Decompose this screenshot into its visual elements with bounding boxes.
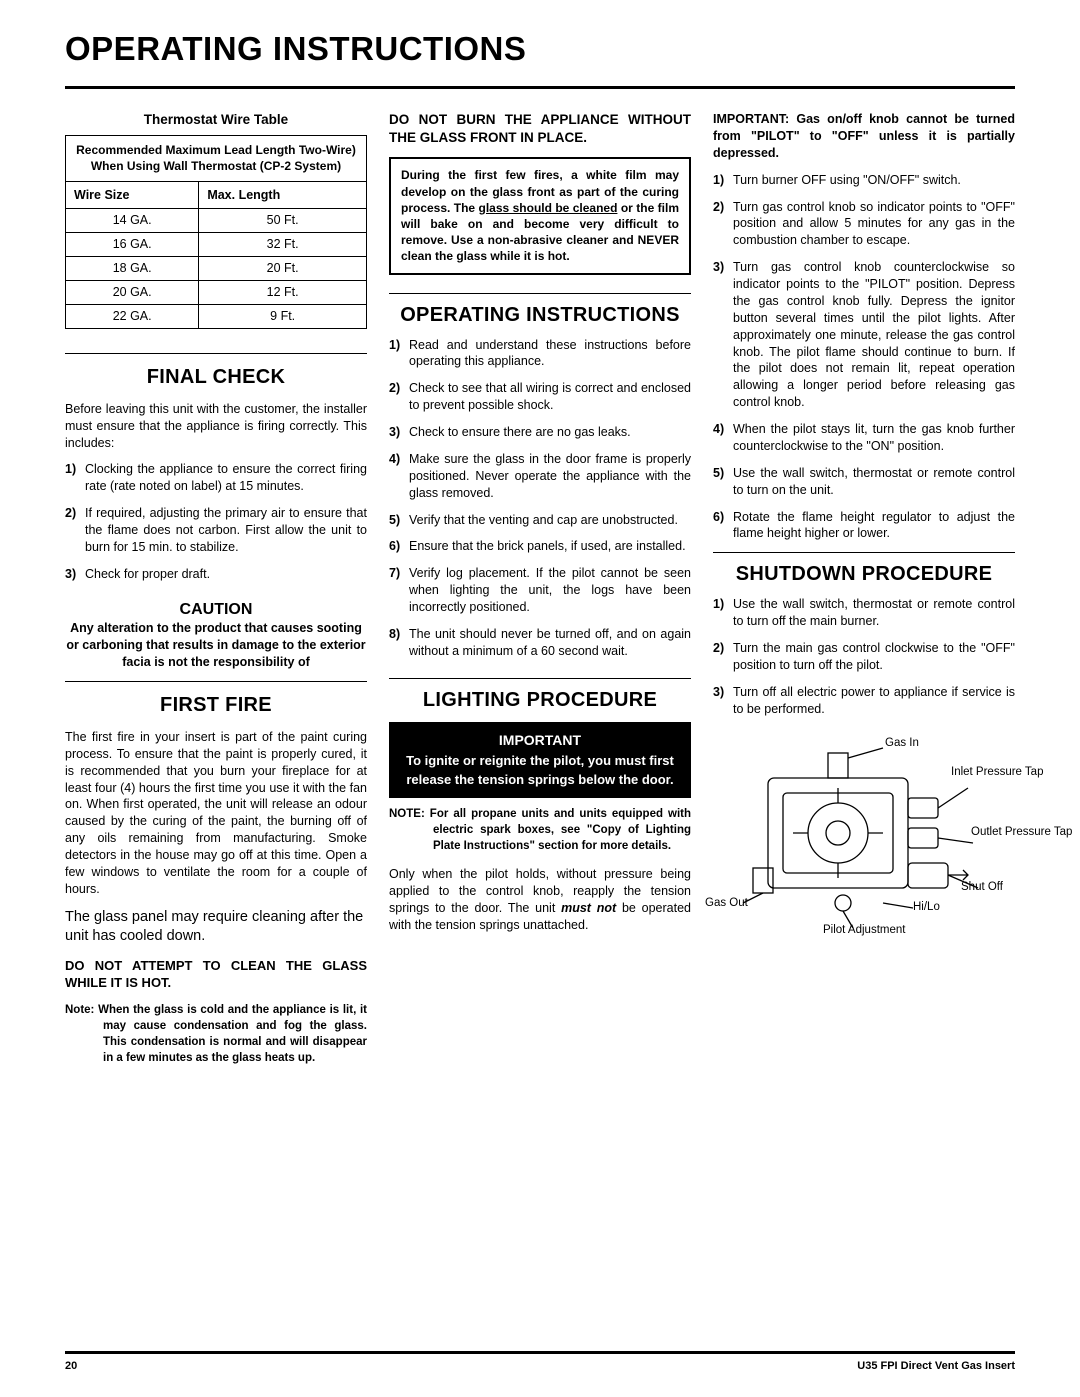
propane-note: NOTE: For all propane units and units eq…	[389, 806, 691, 854]
column-3: IMPORTANT: Gas on/off knob cannot be tur…	[713, 111, 1015, 1066]
lbl-inlet: Inlet Pressure Tap	[951, 766, 1043, 779]
valve-diagram: Gas In Inlet Pressure Tap Outlet Pressur…	[713, 728, 1015, 948]
final-check-heading: FINAL CHECK	[65, 364, 367, 391]
final-check-list: 1)Clocking the appliance to ensure the c…	[65, 461, 367, 582]
wire-col-2: Max. Length	[199, 181, 367, 209]
operating-list: 1)Read and understand these instructions…	[389, 337, 691, 660]
wire-table-caption: Thermostat Wire Table	[65, 111, 367, 129]
final-check-intro: Before leaving this unit with the custom…	[65, 401, 367, 452]
column-2: DO NOT BURN THE APPLIANCE WITHOUT THE GL…	[389, 111, 691, 1066]
important-top: IMPORTANT: Gas on/off knob cannot be tur…	[713, 111, 1015, 162]
first-fire-p1: The first fire in your insert is part of…	[65, 729, 367, 898]
lighting-steps: 1)Turn burner OFF using "ON/OFF" switch.…	[713, 172, 1015, 543]
first-fire-warn: DO NOT ATTEMPT TO CLEAN THE GLASS WHILE …	[65, 957, 367, 992]
caution-text: Any alteration to the product that cause…	[65, 620, 367, 671]
important-box: IMPORTANT To ignite or reignite the pilo…	[389, 722, 691, 798]
only-when-para: Only when the pilot holds, without press…	[389, 866, 691, 934]
lbl-hilo: Hi/Lo	[913, 900, 940, 916]
footer: 20 U35 FPI Direct Vent Gas Insert	[65, 1351, 1015, 1372]
do-not-burn: DO NOT BURN THE APPLIANCE WITHOUT THE GL…	[389, 111, 691, 147]
lighting-heading: LIGHTING PROCEDURE	[389, 689, 691, 712]
lbl-gas-in: Gas In	[885, 736, 919, 752]
table-row: 14 GA.50 Ft.	[66, 209, 367, 233]
caution-label: CAUTION	[65, 599, 367, 621]
page-title: OPERATING INSTRUCTIONS	[65, 30, 1015, 68]
first-fire-heading: FIRST FIRE	[65, 692, 367, 719]
first-fire-note: Note: When the glass is cold and the app…	[65, 1002, 367, 1066]
shutdown-heading: SHUTDOWN PROCEDURE	[713, 563, 1015, 586]
wire-table: Recommended Maximum Lead Length Two-Wire…	[65, 135, 367, 329]
doc-name: U35 FPI Direct Vent Gas Insert	[857, 1360, 1015, 1372]
table-row: 22 GA.9 Ft.	[66, 304, 367, 328]
valve-svg	[713, 728, 1013, 948]
divider	[65, 86, 1015, 89]
operating-instructions-heading: OPERATING INSTRUCTIONS	[389, 304, 691, 327]
shutdown-list: 1)Use the wall switch, thermostat or rem…	[713, 596, 1015, 717]
lbl-outlet: Outlet Pressure Tap	[971, 826, 1072, 839]
lbl-shutoff: Shut Off	[961, 880, 1003, 896]
table-row: 16 GA.32 Ft.	[66, 233, 367, 257]
first-fire-p2: The glass panel may require cleaning aft…	[65, 908, 367, 947]
lbl-pilot: Pilot Adjustment	[823, 923, 905, 939]
wire-table-header: Recommended Maximum Lead Length Two-Wire…	[66, 136, 367, 181]
curing-note-box: During the first few fires, a white film…	[389, 157, 691, 274]
content-columns: Thermostat Wire Table Recommended Maximu…	[65, 111, 1015, 1066]
page-number: 20	[65, 1360, 77, 1372]
table-row: 20 GA.12 Ft.	[66, 281, 367, 305]
table-row: 18 GA.20 Ft.	[66, 257, 367, 281]
column-1: Thermostat Wire Table Recommended Maximu…	[65, 111, 367, 1066]
wire-col-1: Wire Size	[66, 181, 199, 209]
lbl-gas-out: Gas Out	[705, 896, 748, 912]
